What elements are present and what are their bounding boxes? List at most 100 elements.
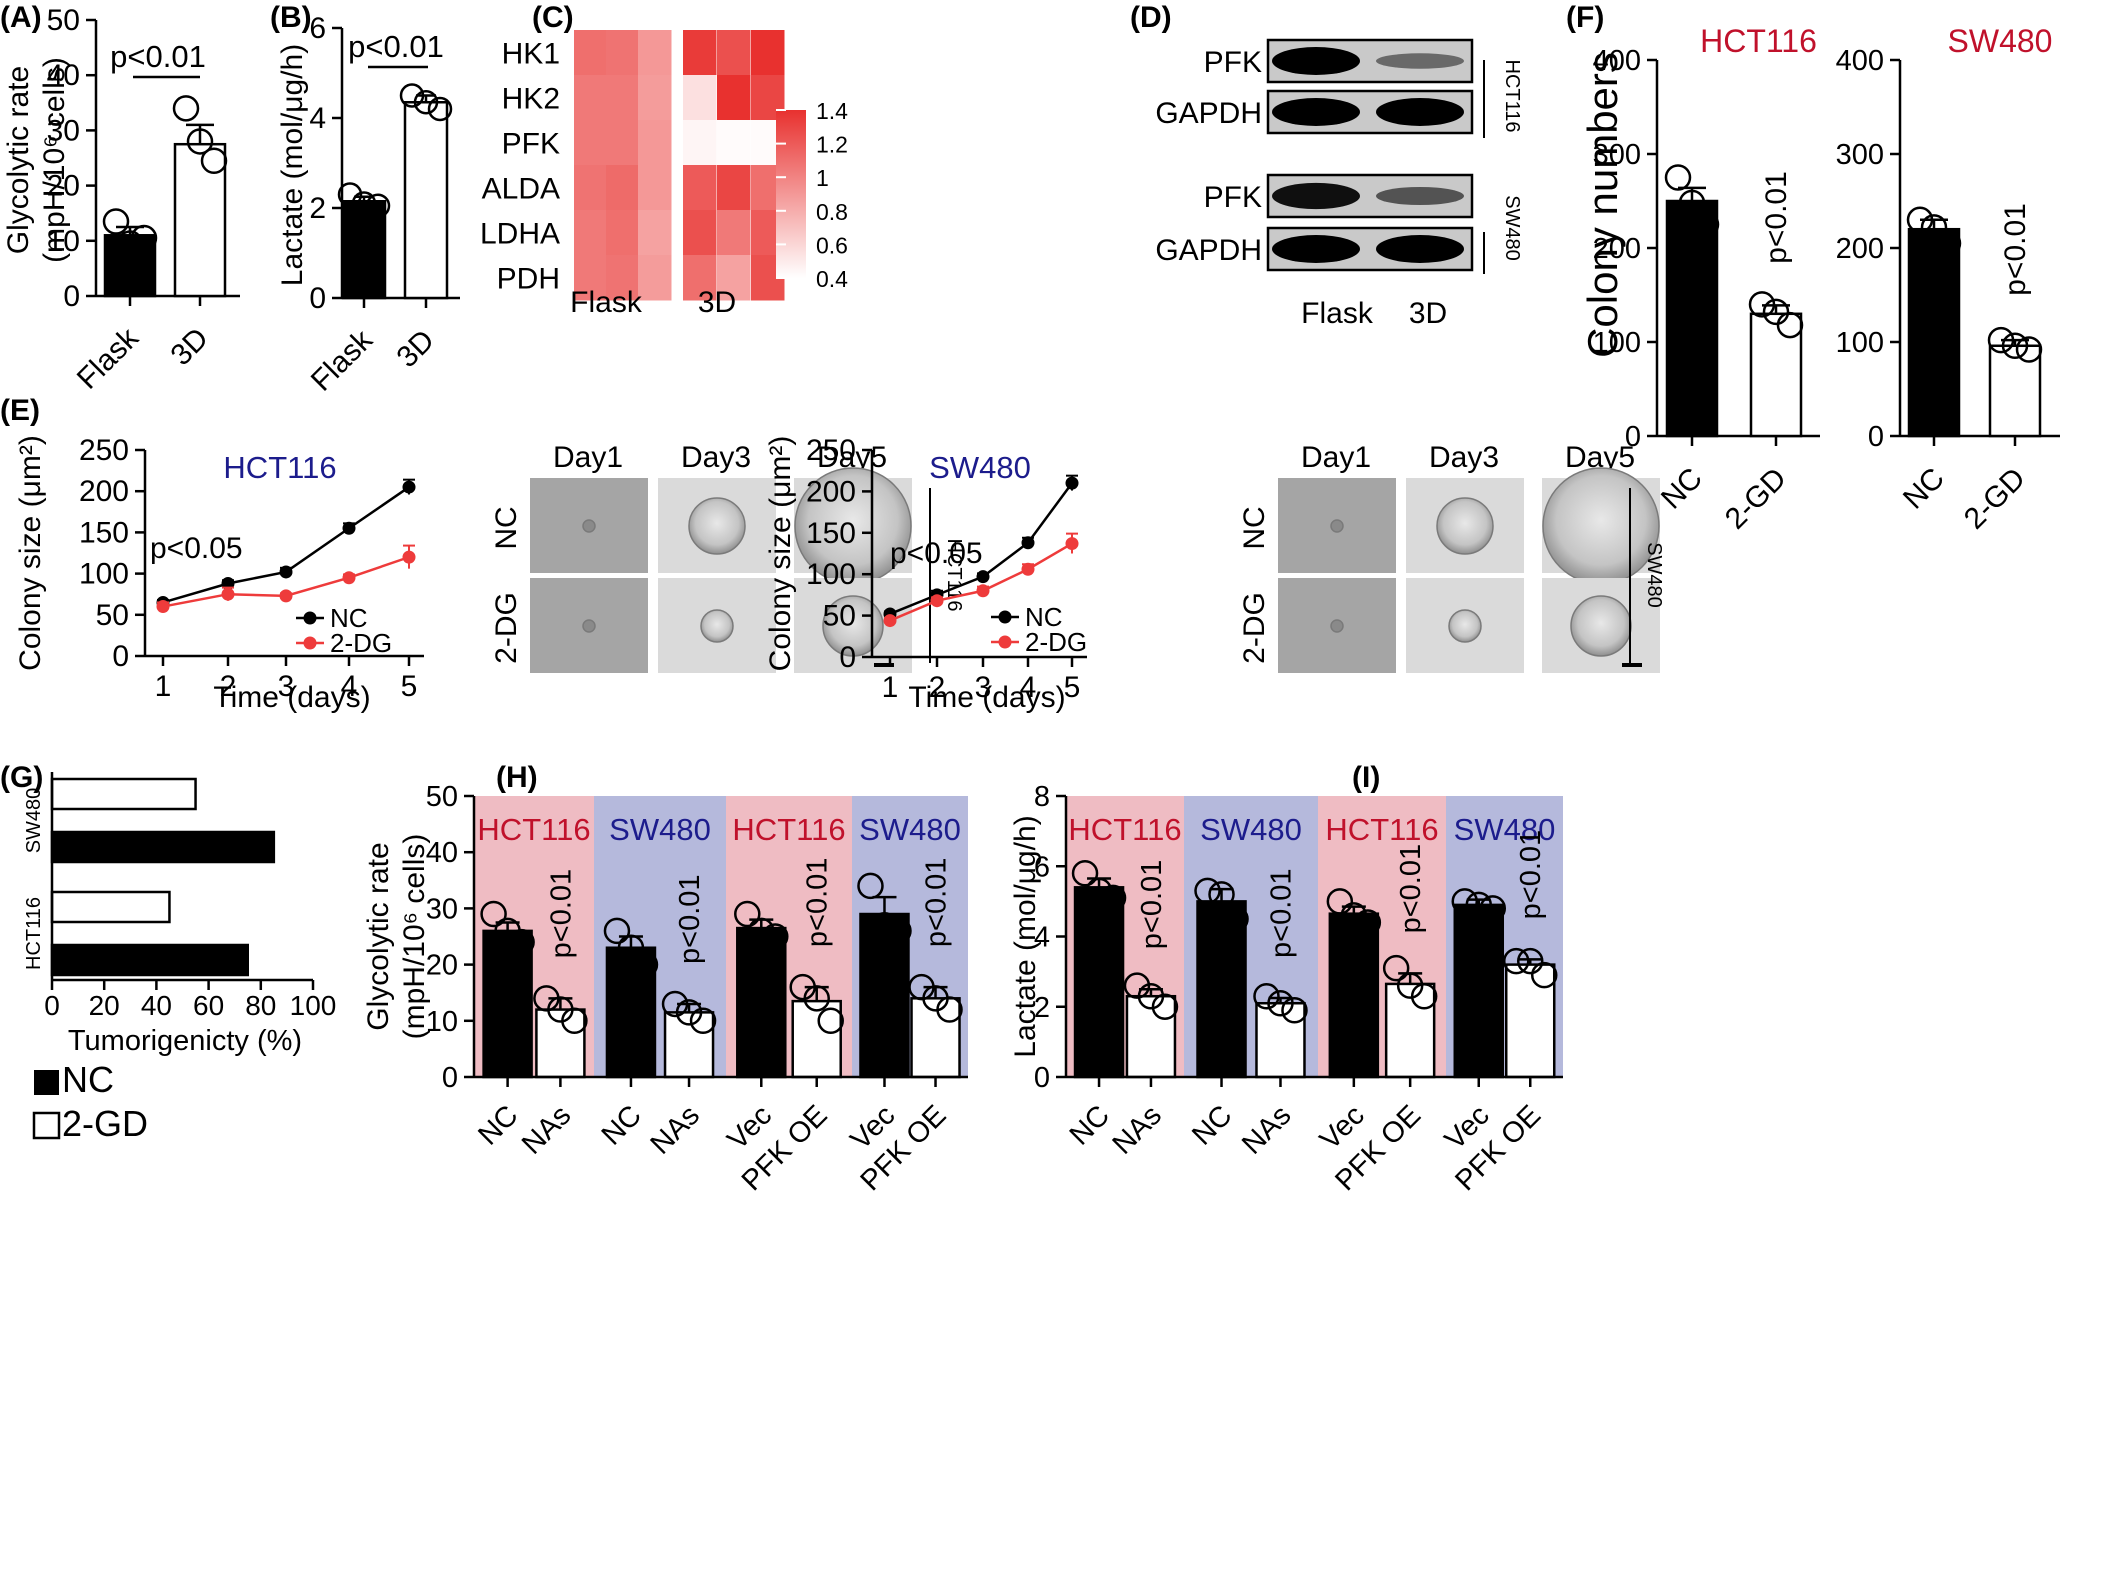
- bar: [1988, 344, 2042, 438]
- panel-label: (F): [1566, 1, 1604, 34]
- heatmap-cell: [606, 210, 640, 256]
- heatmap-cell: [683, 165, 717, 211]
- x-tick-label: 1: [882, 671, 899, 704]
- x-tick-label: NC: [1064, 1099, 1116, 1151]
- y-tick-label: 100: [1593, 327, 1641, 359]
- data-point: [1281, 997, 1308, 1024]
- data-point: [661, 990, 689, 1018]
- y-tick-label: 6: [309, 12, 326, 45]
- subplot-title: HCT116: [223, 450, 336, 485]
- series-point: [221, 587, 235, 601]
- heatmap-cell: [606, 120, 640, 166]
- legend-label: NC: [330, 603, 368, 633]
- panel-label: (H): [496, 761, 538, 794]
- x-tick-label: 2: [220, 670, 237, 703]
- y-tick-label: 0: [1625, 421, 1641, 453]
- series-point: [930, 594, 944, 608]
- data-point: [1465, 891, 1493, 919]
- y-axis-label: Lactate (mol/μg/h): [276, 44, 309, 286]
- x-tick-label: 3D: [164, 322, 214, 372]
- cell-image: [582, 619, 596, 633]
- data-point: [1267, 989, 1294, 1017]
- data-point: [1502, 947, 1530, 975]
- heatmap-cell: [574, 255, 608, 301]
- series-point: [156, 600, 170, 614]
- x-tick-label: NAs: [1107, 1099, 1168, 1160]
- x-axis-label: Time (days): [908, 681, 1065, 714]
- x-axis-label: Time (days): [213, 681, 370, 714]
- blot-band-label: PFK: [1204, 46, 1262, 79]
- panel-label: (G): [0, 761, 43, 794]
- y-tick-label: 150: [79, 516, 129, 549]
- cell-image: [1570, 595, 1632, 657]
- data-point: [1516, 947, 1544, 975]
- data-point: [1253, 982, 1280, 1010]
- heatmap-cell: [638, 30, 672, 76]
- legend-marker: [998, 610, 1012, 624]
- lane-label: Flask: [1301, 297, 1374, 330]
- data-point: [1762, 298, 1790, 326]
- data-point: [1906, 206, 1934, 234]
- data-point: [1987, 326, 2015, 354]
- cell-image: [1542, 467, 1660, 585]
- y-tick-label: 50: [96, 599, 129, 632]
- x-tick-label: NC: [1186, 1099, 1238, 1151]
- x-tick-label: 4: [341, 670, 358, 703]
- legend-swatch: [32, 1111, 61, 1140]
- y-axis-label: Colony size (μm²): [14, 435, 47, 671]
- heatmap-group-label: 3D: [698, 286, 736, 319]
- band-label: HCT116: [1068, 812, 1181, 847]
- y-tick-label: 200: [1836, 233, 1884, 265]
- heatmap-cell: [717, 75, 751, 121]
- heatmap-cell: [606, 255, 640, 301]
- x-tick-label: 3D: [390, 324, 440, 374]
- data-point: [1354, 909, 1382, 936]
- data-point: [617, 934, 645, 961]
- y-tick-label: 20: [426, 950, 458, 982]
- x-tick-label: NAs: [645, 1099, 706, 1160]
- data-point: [186, 128, 214, 155]
- panel-label: (D): [1130, 1, 1172, 34]
- data-point: [689, 1007, 717, 1035]
- heatmap-cell: [574, 165, 608, 211]
- x-tick-label: 5: [1064, 671, 1081, 704]
- heatmap-cell: [574, 210, 608, 256]
- y-axis-label: Colony size (μm²): [764, 436, 797, 672]
- bar: [535, 1008, 586, 1079]
- data-point: [1776, 311, 1804, 339]
- y-tick-label: 30: [47, 114, 80, 147]
- panel-B: (B) 0 2 4 6 Flask 3D p<0.01 Lactate (mol/μg/h): [270, 1, 460, 398]
- colorbar-tick-label: 1.4: [816, 98, 848, 124]
- data-point: [1664, 164, 1692, 191]
- y-axis-label: Glycolytic rate: [2, 66, 35, 254]
- heatmap-cell: [717, 120, 751, 166]
- day-label: Day3: [681, 441, 751, 474]
- bar: [1073, 886, 1125, 1079]
- x-tick-label: Flask: [305, 323, 380, 398]
- p-value-label: p<0.05: [890, 537, 983, 570]
- heatmap-cell: [717, 30, 751, 76]
- data-point: [1678, 189, 1706, 217]
- blot-band: [1272, 235, 1360, 263]
- legend-label: 2-DG: [330, 628, 392, 658]
- series-point: [1065, 537, 1079, 551]
- x-tick-label: 4: [1020, 671, 1037, 704]
- blot-band-label: PFK: [1204, 181, 1262, 214]
- blot-band: [1376, 235, 1464, 263]
- x-tick-label: 40: [141, 990, 172, 1021]
- y-tick-label: 250: [806, 434, 856, 467]
- cell-image: [688, 497, 746, 555]
- y-tick-label: 0: [1868, 421, 1884, 453]
- cell-image: [1448, 609, 1482, 643]
- data-point: [1479, 895, 1507, 922]
- y-tick-label: 2: [309, 192, 326, 225]
- day-label: Day1: [553, 441, 623, 474]
- bar: [1453, 903, 1505, 1079]
- legend-label: NC: [62, 1059, 114, 1100]
- cell-image: [1436, 497, 1494, 555]
- data-point: [1451, 888, 1479, 915]
- p-value-label: p<0.05: [150, 532, 243, 565]
- data-point: [1920, 214, 1948, 241]
